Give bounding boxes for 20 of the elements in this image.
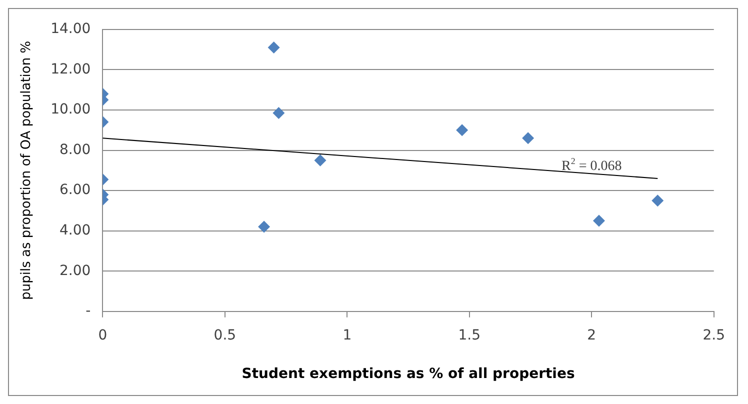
y-tick-label: 2.00 <box>60 262 91 279</box>
x-tick-label: 1 <box>342 327 352 344</box>
point <box>592 214 605 227</box>
y-tick-label: 14.00 <box>50 21 91 38</box>
y-tick-label: 6.00 <box>60 182 91 198</box>
x-tick-label: 2 <box>587 327 596 344</box>
x-tick-label: 2.5 <box>702 327 725 344</box>
point <box>652 194 664 207</box>
x-tick-label: 0.5 <box>214 327 236 344</box>
y-tick-label: 12.00 <box>50 61 91 78</box>
point <box>456 124 468 136</box>
y-tick-label: - <box>86 303 91 320</box>
x-tick-label: 1.5 <box>458 327 481 344</box>
y-tick-label: 8.00 <box>60 142 91 158</box>
point <box>522 132 534 144</box>
y-tick-label: 4.00 <box>60 222 91 238</box>
y-tick-label: 10.00 <box>50 102 91 118</box>
x-tick-label: 0 <box>98 327 108 344</box>
x-axis-title: Student exemptions as % of all properties <box>242 366 575 382</box>
y-axis-title: pupils as proportion of OA population % <box>19 40 34 300</box>
